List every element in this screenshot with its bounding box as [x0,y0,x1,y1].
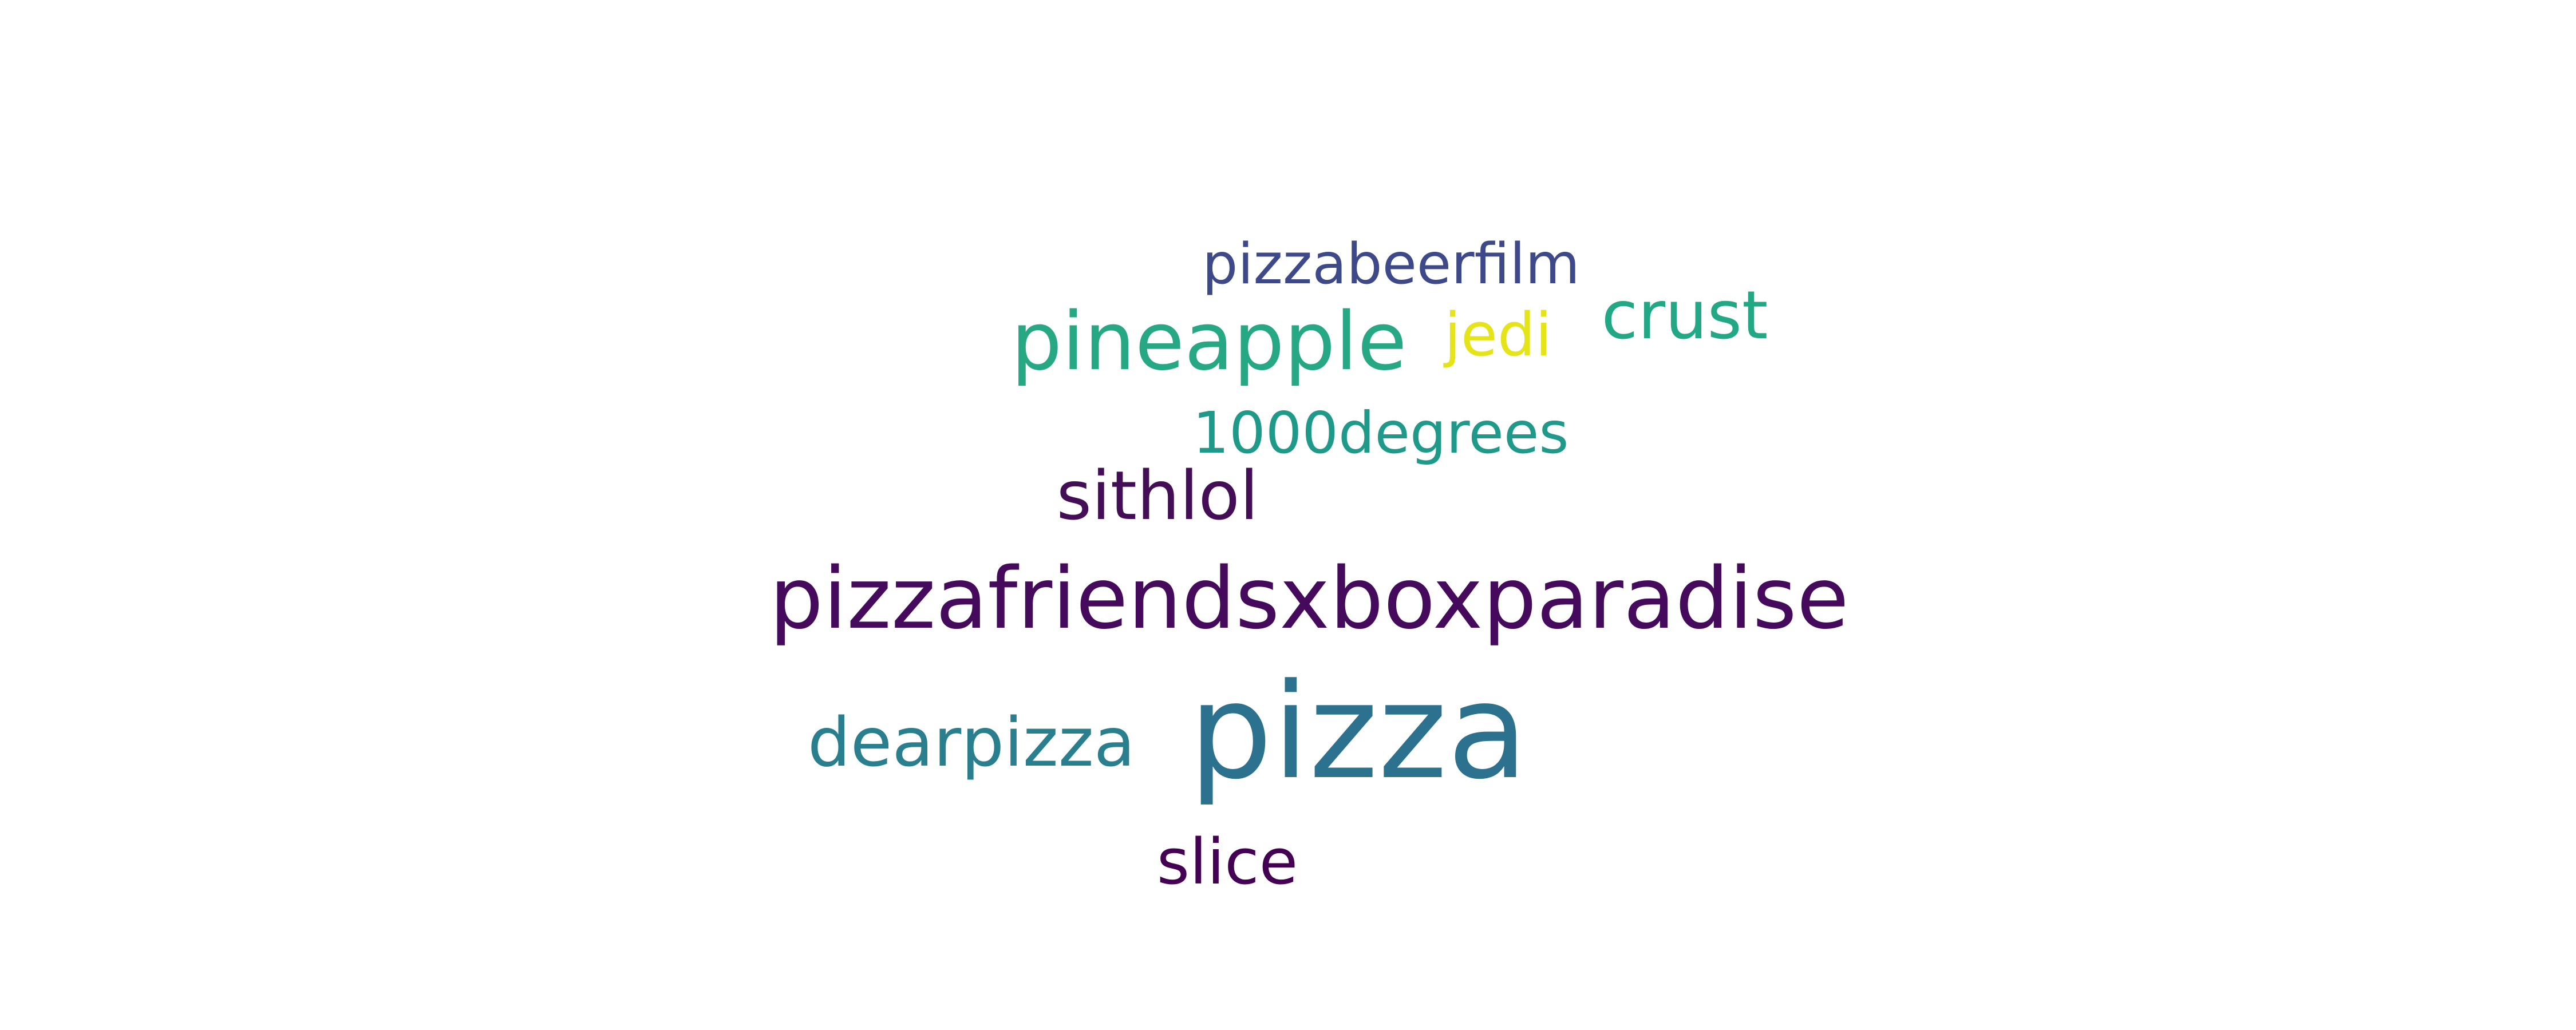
word-dearpizza: dearpizza [807,703,1136,782]
word-sithlol: sithlol [1056,456,1259,535]
word-pizzafriendsxboxparadise: pizzafriendsxboxparadise [769,549,1849,648]
word-pineapple: pineapple [1011,295,1407,389]
word-slice: slice [1156,825,1298,898]
word-pizzabeerfilm: pizzabeerfilm [1202,232,1580,297]
word-pizza: pizza [1188,656,1528,809]
word-jedi: jedi [1444,300,1552,370]
word-1000degrees: 1000degrees [1192,399,1569,466]
word-crust: crust [1601,277,1768,354]
